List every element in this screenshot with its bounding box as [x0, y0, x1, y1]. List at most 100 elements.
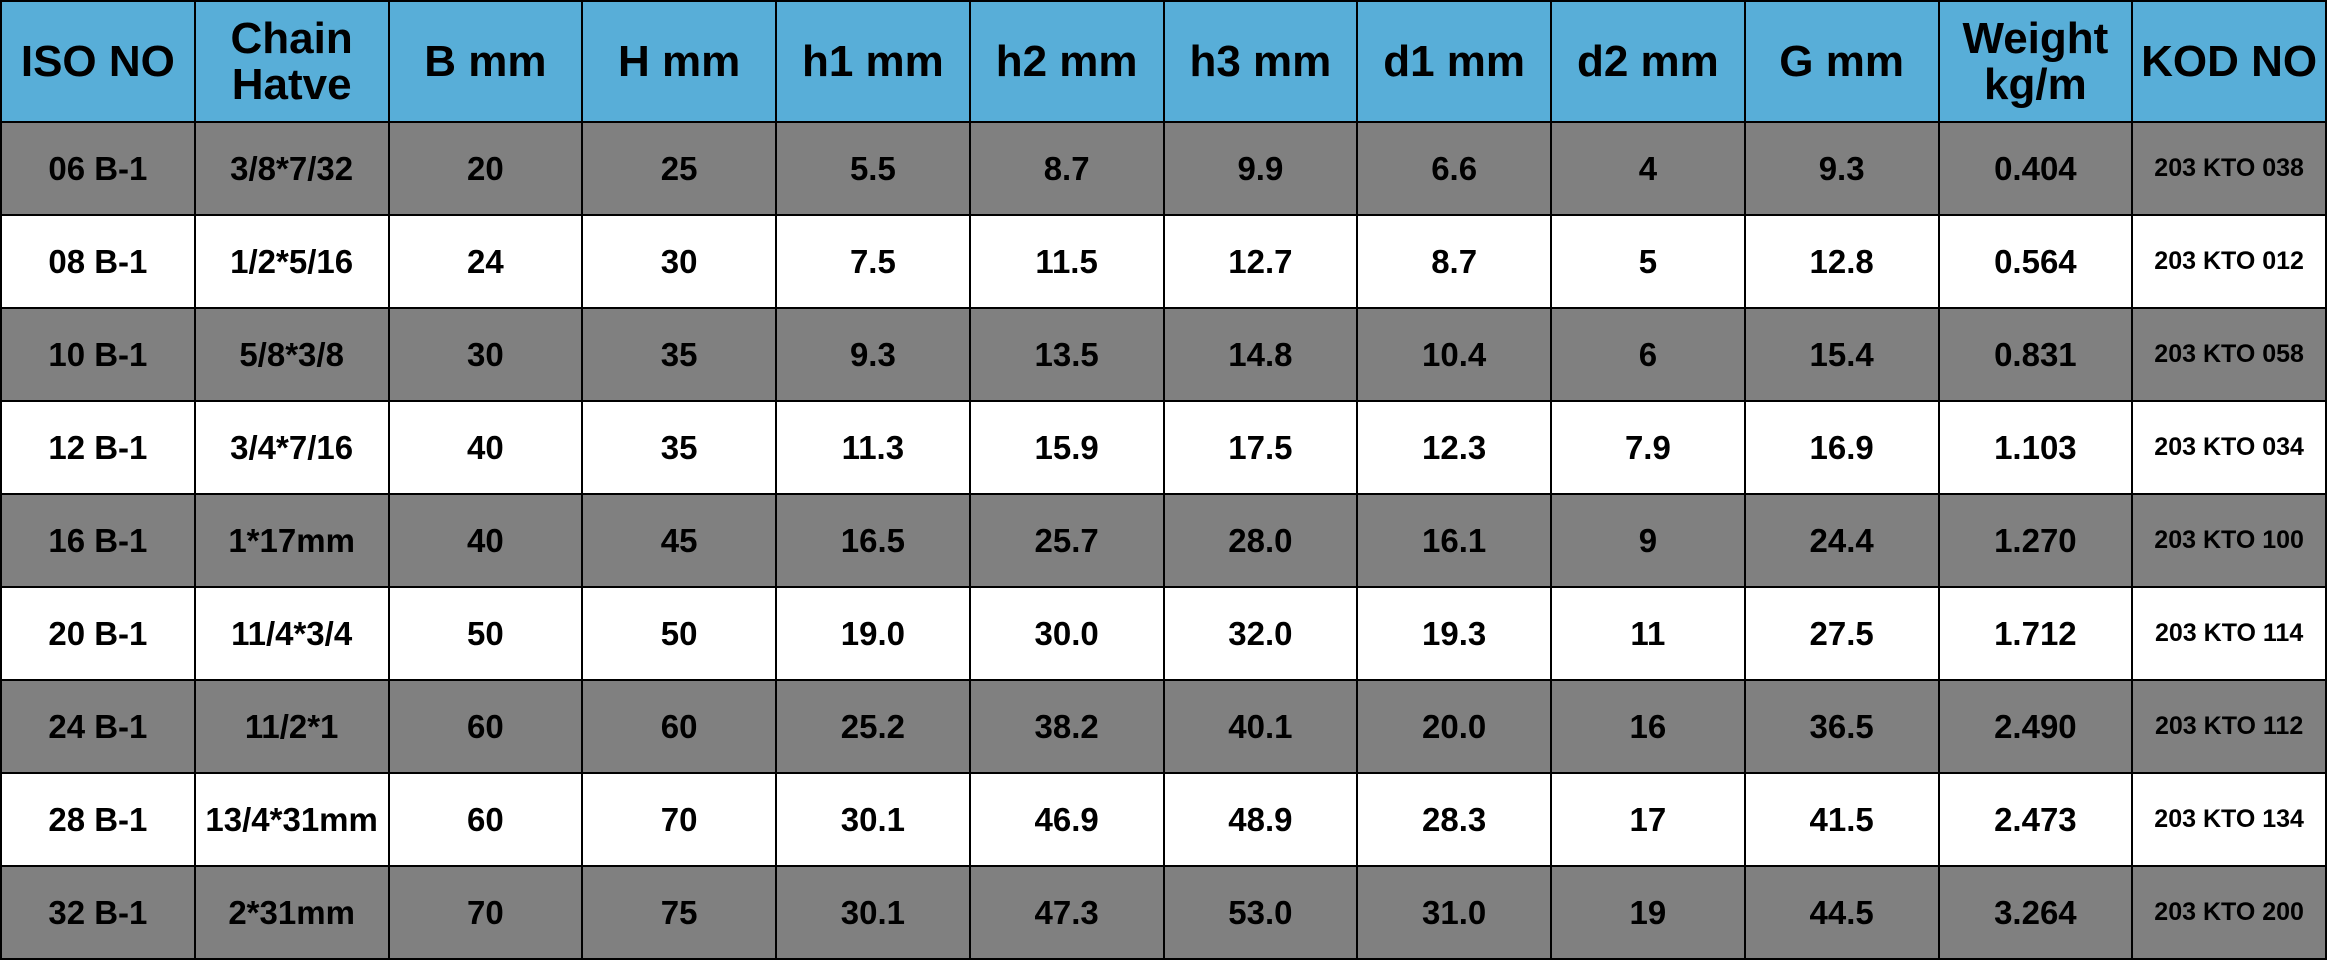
- table-cell: 30.1: [775, 772, 971, 867]
- table-cell: 1.270: [1937, 493, 2134, 588]
- table-row: 32 B-1 2*31mm 70 75 30.1 47.3 53.0 31.0 19 44.5 3.…: [0, 865, 2327, 960]
- header-cell: h2 mm: [968, 0, 1165, 123]
- table-cell: 60: [387, 772, 584, 867]
- table-cell: 19.3: [1356, 586, 1552, 681]
- table-cell: 16: [1550, 679, 1746, 774]
- table-cell: 50: [581, 586, 777, 681]
- table-cell: 10.4: [1356, 307, 1552, 402]
- table-cell: 45: [581, 493, 777, 588]
- table-cell: 20.0: [1356, 679, 1552, 774]
- table-row: 28 B-1 13/4*31mm 60 70 30.1 46.9 48.9 28.3 17 41.…: [0, 772, 2327, 867]
- table-cell: 11/2*1: [193, 679, 390, 774]
- table-cell: 17: [1550, 772, 1746, 867]
- table-cell: 5/8*3/8: [193, 307, 390, 402]
- table-cell: 06 B-1: [0, 121, 196, 216]
- table-cell: 9.3: [1743, 121, 1940, 216]
- table-cell: 30: [581, 214, 777, 309]
- table-cell: 50: [387, 586, 584, 681]
- table-cell: 3/8*7/32: [193, 121, 390, 216]
- table-cell: 40: [387, 400, 584, 495]
- table-cell: 12.8: [1743, 214, 1940, 309]
- table-row: 10 B-1 5/8*3/8 30 35 9.3 13.5 14.8 10.4 6 15.4 0.8…: [0, 307, 2327, 402]
- table-cell: 14.8: [1162, 307, 1359, 402]
- table-cell: 203 KTO 100: [2131, 493, 2327, 588]
- table-cell: 203 KTO 200: [2131, 865, 2327, 960]
- table-cell: 203 KTO 038: [2131, 121, 2327, 216]
- table-cell: 1.712: [1937, 586, 2134, 681]
- table-cell: 30.1: [775, 865, 971, 960]
- table-cell: 0.831: [1937, 307, 2134, 402]
- table-cell: 32.0: [1162, 586, 1359, 681]
- table-cell: 16.1: [1356, 493, 1552, 588]
- header-row: ISO NO Chain Hatve B mm H mm h1 mm h2 mm h3 mm…: [0, 0, 2327, 123]
- table-cell: 0.564: [1937, 214, 2134, 309]
- table-cell: 35: [581, 400, 777, 495]
- header-cell: ISO NO: [0, 0, 196, 123]
- table-cell: 19.0: [775, 586, 971, 681]
- table-cell: 5.5: [775, 121, 971, 216]
- table-cell: 08 B-1: [0, 214, 196, 309]
- table-cell: 60: [581, 679, 777, 774]
- table-row: 20 B-1 11/4*3/4 50 50 19.0 30.0 32.0 19.3 11 27.5…: [0, 586, 2327, 681]
- table-cell: 12.7: [1162, 214, 1359, 309]
- table-cell: 28.3: [1356, 772, 1552, 867]
- table-cell: 46.9: [968, 772, 1165, 867]
- table-cell: 2*31mm: [193, 865, 390, 960]
- table-cell: 13.5: [968, 307, 1165, 402]
- table-cell: 203 KTO 034: [2131, 400, 2327, 495]
- table-row: 16 B-1 1*17mm 40 45 16.5 25.7 28.0 16.1 9 24.4 1.2…: [0, 493, 2327, 588]
- table-cell: 19: [1550, 865, 1746, 960]
- table-cell: 7.5: [775, 214, 971, 309]
- table-row: 12 B-1 3/4*7/16 40 35 11.3 15.9 17.5 12.3 7.9 16.…: [0, 400, 2327, 495]
- table-cell: 8.7: [968, 121, 1165, 216]
- table-cell: 30: [387, 307, 584, 402]
- table-cell: 15.9: [968, 400, 1165, 495]
- table-cell: 24: [387, 214, 584, 309]
- table-cell: 28.0: [1162, 493, 1359, 588]
- table-cell: 6.6: [1356, 121, 1552, 216]
- table-cell: 36.5: [1743, 679, 1940, 774]
- header-cell: d2 mm: [1550, 0, 1746, 123]
- table-cell: 28 B-1: [0, 772, 196, 867]
- table-cell: 47.3: [968, 865, 1165, 960]
- table-cell: 203 KTO 134: [2131, 772, 2327, 867]
- table-cell: 30.0: [968, 586, 1165, 681]
- table-cell: 9.9: [1162, 121, 1359, 216]
- table-cell: 11/4*3/4: [193, 586, 390, 681]
- table-cell: 15.4: [1743, 307, 1940, 402]
- table-cell: 4: [1550, 121, 1746, 216]
- table-cell: 13/4*31mm: [193, 772, 390, 867]
- table-cell: 12 B-1: [0, 400, 196, 495]
- table-cell: 3.264: [1937, 865, 2134, 960]
- table-cell: 11.3: [775, 400, 971, 495]
- table-cell: 70: [581, 772, 777, 867]
- table-cell: 20 B-1: [0, 586, 196, 681]
- table-cell: 44.5: [1743, 865, 1940, 960]
- table-row: 08 B-1 1/2*5/16 24 30 7.5 11.5 12.7 8.7 5 12.8 0.5…: [0, 214, 2327, 309]
- table-cell: 12.3: [1356, 400, 1552, 495]
- table-cell: 2.490: [1937, 679, 2134, 774]
- table-cell: 16.9: [1743, 400, 1940, 495]
- table-cell: 7.9: [1550, 400, 1746, 495]
- table-cell: 16 B-1: [0, 493, 196, 588]
- table-cell: 11.5: [968, 214, 1165, 309]
- table-cell: 2.473: [1937, 772, 2134, 867]
- table-cell: 41.5: [1743, 772, 1940, 867]
- header-cell: H mm: [581, 0, 777, 123]
- table-cell: 3/4*7/16: [193, 400, 390, 495]
- table-cell: 203 KTO 012: [2131, 214, 2327, 309]
- table-cell: 38.2: [968, 679, 1165, 774]
- table-cell: 60: [387, 679, 584, 774]
- table-cell: 70: [387, 865, 584, 960]
- table-cell: 9.3: [775, 307, 971, 402]
- table-cell: 20: [387, 121, 584, 216]
- header-cell: h1 mm: [775, 0, 971, 123]
- table-cell: 31.0: [1356, 865, 1552, 960]
- header-cell: Weight kg/m: [1937, 0, 2134, 123]
- header-cell: KOD NO: [2131, 0, 2327, 123]
- table-cell: 75: [581, 865, 777, 960]
- header-cell: G mm: [1743, 0, 1940, 123]
- table-cell: 53.0: [1162, 865, 1359, 960]
